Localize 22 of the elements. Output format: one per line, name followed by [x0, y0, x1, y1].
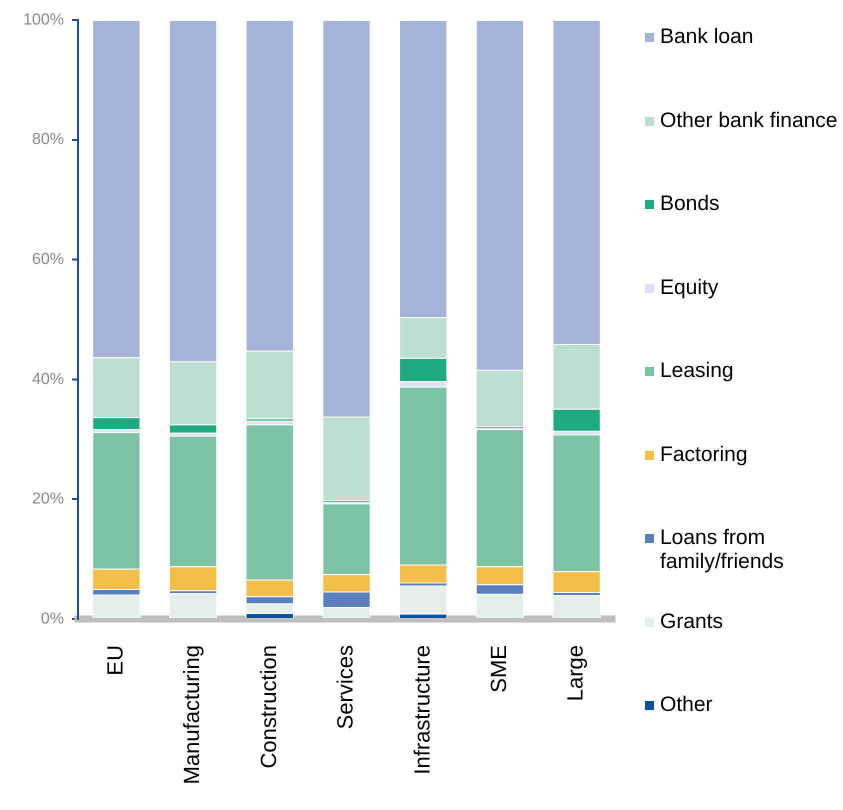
legend-label: Loans from family/friends — [660, 526, 784, 573]
legend-label: Bank loan — [660, 25, 754, 48]
x-tick-label: Manufacturing — [179, 645, 204, 784]
y-tick-label: 40% — [32, 370, 64, 388]
legend-label: Other bank finance — [660, 108, 838, 132]
legend-label: Leasing — [660, 359, 734, 382]
x-tick-label: Infrastructure — [409, 645, 434, 775]
legend-label: Other — [660, 693, 713, 716]
x-tick-label: SME — [486, 645, 511, 693]
legend-label: Grants — [660, 610, 724, 632]
y-tick-label: 100% — [23, 11, 64, 28]
legend-label: Factoring — [660, 442, 748, 466]
y-tick-label: 0% — [40, 610, 64, 628]
y-tick-label: 20% — [32, 490, 64, 508]
legend-label: Bonds — [660, 192, 720, 215]
y-tick-label: 60% — [32, 251, 64, 268]
x-tick-label: Services — [332, 645, 358, 730]
x-tick-label: Construction — [256, 645, 281, 769]
legend-label: Equity — [660, 276, 718, 298]
x-tick-label: Large — [562, 645, 588, 702]
y-tick-label: 80% — [32, 131, 64, 148]
x-tick-label: EU — [102, 645, 128, 676]
